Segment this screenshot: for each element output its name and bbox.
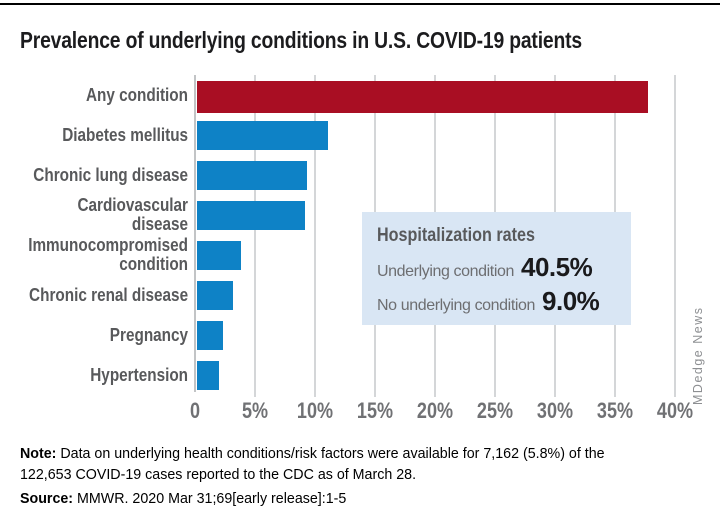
category-label-row: Hypertension: [0, 355, 188, 395]
bar-highlight: [197, 81, 649, 113]
plot-area: [194, 75, 676, 397]
source-text: MMWR. 2020 Mar 31;69[early release]:1-5: [77, 490, 347, 507]
bar-value: [197, 321, 224, 350]
footnote-prefix: Note:: [20, 445, 57, 462]
callout-label: No underlying condition: [377, 297, 536, 314]
category-label: Chronic lung disease: [33, 164, 188, 185]
x-tick-label: 0: [189, 398, 201, 423]
category-label-row: Pregnancy: [0, 315, 188, 355]
category-label: Hypertension: [90, 364, 188, 385]
x-tick-label: 25%: [476, 398, 514, 423]
x-tick-label: 15%: [356, 398, 394, 423]
callout-row-no-underlying: No underlying condition 9.0%: [377, 286, 600, 317]
category-label-row: Immunocompromised condition: [0, 235, 188, 275]
y-axis-line: [194, 75, 196, 392]
category-label-row: Any condition: [0, 75, 188, 115]
footnote-line1: Data on underlying health conditions/ris…: [60, 445, 605, 462]
category-label-row: Chronic renal disease: [0, 275, 188, 315]
category-label: Cardiovascular disease: [77, 195, 188, 234]
callout-value: 40.5%: [520, 252, 593, 282]
hospitalization-callout: Hospitalization rates Underlying conditi…: [362, 212, 631, 325]
x-tick-label: 20%: [416, 398, 454, 423]
category-label-row: Diabetes mellitus: [0, 115, 188, 155]
footnote: Note: Data on underlying health conditio…: [20, 443, 605, 485]
category-label: Immunocompromised condition: [28, 235, 188, 274]
callout-row-underlying: Underlying condition 40.5%: [377, 252, 593, 283]
chart-title: Prevalence of underlying conditions in U…: [20, 27, 582, 53]
bar-value: [197, 241, 242, 270]
footnote-line2: 122,653 COVID-19 cases reported to the C…: [20, 466, 417, 483]
watermark-mdedge-news: MDedge News: [691, 306, 705, 405]
x-tick-label: 10%: [296, 398, 334, 423]
category-label: Pregnancy: [109, 324, 188, 345]
x-tick-label: 35%: [596, 398, 634, 423]
gridline: [314, 75, 316, 397]
bar-value: [197, 121, 328, 150]
callout-title: Hospitalization rates: [377, 225, 535, 246]
gridline: [674, 75, 676, 397]
callout-value: 9.0%: [542, 286, 600, 316]
gridline: [254, 75, 256, 397]
category-label-row: Cardiovascular disease: [0, 195, 188, 235]
source-line: Source: MMWR. 2020 Mar 31;69[early relea…: [20, 488, 346, 509]
top-rule: [0, 3, 720, 5]
category-labels: Any condition Diabetes mellitus Chronic lu…: [0, 75, 188, 395]
bar-value: [197, 361, 219, 390]
callout-label: Underlying condition: [377, 263, 514, 280]
x-tick-label: 40%: [656, 398, 694, 423]
bar-value: [197, 201, 305, 230]
x-tick-label: 30%: [536, 398, 574, 423]
x-tick-label: 5%: [241, 398, 269, 423]
category-label: Any condition: [86, 84, 188, 105]
category-label: Chronic renal disease: [28, 284, 188, 305]
category-label-row: Chronic lung disease: [0, 155, 188, 195]
bar-value: [197, 161, 308, 190]
bar-value: [197, 281, 233, 310]
category-label: Diabetes mellitus: [62, 124, 188, 145]
x-axis: 0 5% 10% 15% 20% 25% 30% 35% 40%: [190, 398, 693, 424]
source-prefix: Source:: [20, 490, 74, 507]
